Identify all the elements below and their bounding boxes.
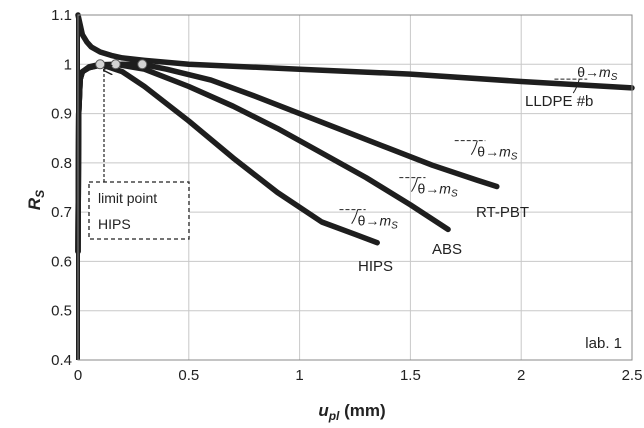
limit-point-label-line2: HIPS bbox=[98, 216, 131, 232]
slope-label: θ→mS bbox=[417, 181, 457, 200]
limit-point-marker bbox=[137, 59, 148, 70]
slope-label: θ→mS bbox=[477, 144, 517, 163]
limit-point-marker bbox=[95, 59, 106, 70]
x-tick-label: 0.5 bbox=[178, 367, 199, 384]
y-tick-label: 0.4 bbox=[51, 352, 72, 369]
series-label-lldpe: LLDPE #b bbox=[525, 93, 593, 110]
series-label-abs: ABS bbox=[432, 241, 462, 258]
axes: 0 0.5 1 1.5 2 2.5 0.4 0.5 0.6 0.7 0.8 0.9 1 1.1 bbox=[51, 7, 642, 384]
series-label-rtpbt: RT-PBT bbox=[476, 204, 529, 221]
slope-arc bbox=[470, 140, 478, 155]
series-line-lldpe bbox=[75, 12, 635, 91]
slope-arc bbox=[351, 209, 359, 224]
limit-point-label-line1: limit point bbox=[98, 190, 157, 206]
x-tick-label: 0 bbox=[74, 367, 82, 384]
y-tick-label: 1.1 bbox=[51, 7, 72, 24]
y-tick-label: 0.7 bbox=[51, 204, 72, 221]
panel-label: lab. 1 bbox=[585, 335, 622, 352]
x-axis-title: upl (mm) bbox=[318, 401, 385, 423]
plot-frame bbox=[77, 14, 633, 361]
y-tick-label: 0.9 bbox=[51, 106, 72, 123]
y-tick-label: 0.6 bbox=[51, 253, 72, 270]
slope-label: θ→mS bbox=[358, 213, 398, 232]
series-label-hips: HIPS bbox=[358, 258, 393, 275]
annotation-group: θ→mS θ→mS θ→mS θ→mS bbox=[95, 59, 618, 232]
y-axis-title: RS bbox=[25, 190, 47, 210]
slope-arc bbox=[572, 78, 580, 94]
y-tick-label: 0.5 bbox=[51, 303, 72, 320]
series-line-hips bbox=[75, 61, 380, 255]
limit-point-marker bbox=[110, 59, 121, 70]
slope-arc bbox=[411, 177, 418, 192]
y-tick-label: 1 bbox=[64, 56, 72, 73]
x-tick-label: 1.5 bbox=[400, 367, 421, 384]
slope-label: θ→mS bbox=[577, 64, 617, 83]
limit-point-box bbox=[88, 181, 190, 240]
y-tick-label: 0.8 bbox=[51, 155, 72, 172]
x-tick-label: 2.5 bbox=[622, 367, 643, 384]
x-tick-label: 1 bbox=[295, 367, 303, 384]
x-tick-label: 2 bbox=[517, 367, 525, 384]
